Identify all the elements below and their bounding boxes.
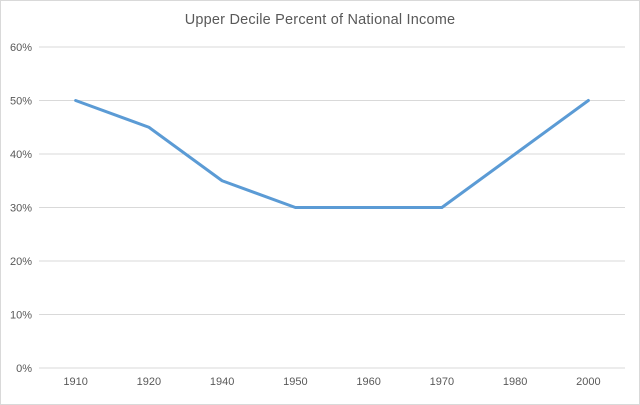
y-axis-tick-label: 0% [16,363,32,375]
y-axis-tick-label: 40% [10,149,32,161]
x-axis-tick-label: 1950 [283,376,307,388]
x-axis-tick-label: 1970 [430,376,454,388]
x-axis-tick-label: 1960 [356,376,380,388]
y-axis-tick-label: 30% [10,203,32,215]
y-axis-tick-label: 50% [10,96,32,108]
data-series-line [74,99,590,209]
x-axis-tick-label: 1910 [63,376,87,388]
y-axis-tick-label: 10% [10,310,32,322]
y-axis-tick-label: 20% [10,256,32,268]
x-axis-tick-label: 1980 [503,376,527,388]
y-axis-tick-label: 60% [10,42,32,54]
x-axis-tick-label: 1920 [137,376,161,388]
chart-title: Upper Decile Percent of National Income [184,12,456,28]
x-axis-tick-label: 1940 [210,376,234,388]
x-axis-tick-label: 2000 [576,376,600,388]
